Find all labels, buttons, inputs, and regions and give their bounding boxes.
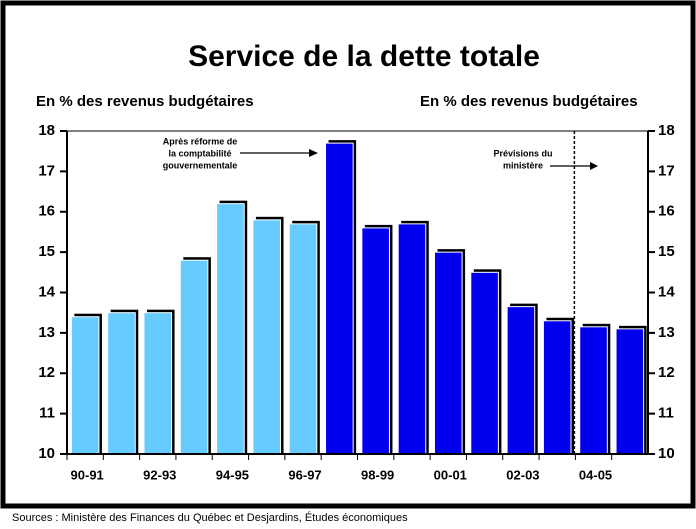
bar [143,312,173,455]
frame [0,0,696,509]
y-tick-label: 17 [38,162,55,179]
y-tick-label: 12 [38,364,55,381]
source: Sources : Ministère des Finances du Québ… [12,511,408,524]
bar [107,312,136,455]
x-tick-label: 90-91 [71,467,104,482]
bar [70,316,100,455]
bar [615,328,645,455]
clip: En % des revenus budgétaires [420,93,638,110]
annotation: Prévisions du [493,148,552,158]
annotation: gouvernementale [163,160,238,170]
bar [433,251,463,455]
y2-tick-label: 17 [658,162,675,179]
y-tick-label: 15 [38,243,55,260]
y-axis-label: En % des revenus budgétaires [36,93,254,110]
x-tick-label: 94-95 [216,467,249,482]
bar [506,306,536,455]
y2-tick-label: 15 [658,243,675,260]
annotation: Après réforme de [163,136,238,146]
y2-axis-label: En % des revenus budgétaires [420,93,638,110]
x-tick-label: 98-99 [361,467,394,482]
y2-tick-label: 16 [658,203,675,220]
y2-tick-label: 11 [658,405,674,422]
x-tick-label: 04-05 [579,467,612,482]
bar [542,320,572,455]
bar [470,271,499,455]
y-tick-label: 10 [38,445,55,462]
x-tick-label: 96-97 [288,467,321,482]
y2-tick-label: 12 [658,364,675,381]
y2-tick-label: 18 [658,122,675,139]
arrowhead [309,149,318,157]
bar [397,223,427,455]
annotation: la comptabilité [168,148,231,158]
bar [325,142,354,455]
y-tick-label: 18 [38,122,55,139]
bar [179,259,209,455]
x-tick-label: 00-01 [434,467,467,482]
y-tick-label: 14 [38,283,55,300]
y2-tick-label: 14 [658,283,675,300]
bar [288,223,318,455]
y2-tick-label: 13 [658,324,675,341]
y2-tick-label: 10 [658,445,675,462]
x-tick-label: 02-03 [506,467,539,482]
chart-title: Service de la dette totale [188,40,540,73]
y-tick-label: 13 [38,324,55,341]
arrowhead [590,162,598,170]
bar [216,203,245,455]
bar [361,227,390,455]
y-tick-label: 11 [39,405,55,422]
x-tick-label: 92-93 [143,467,176,482]
annotation: ministère [503,160,543,170]
y-tick-label: 16 [38,203,55,220]
bar [579,326,608,455]
bar [252,219,282,455]
